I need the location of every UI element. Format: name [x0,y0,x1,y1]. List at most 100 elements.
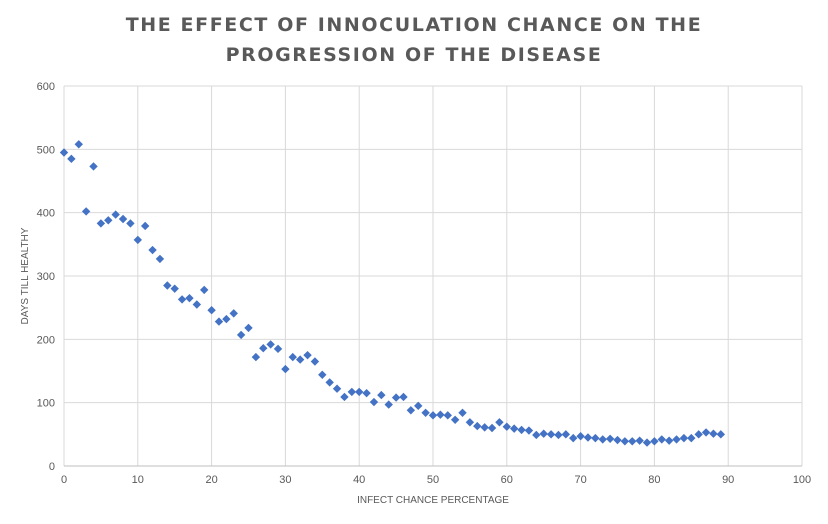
data-point [458,408,467,417]
data-point [369,397,379,407]
data-point [74,140,83,149]
data-point [192,300,202,309]
x-tick-label: 90 [722,474,734,486]
data-point [236,330,246,340]
data-point [399,392,408,402]
data-point [554,430,563,440]
x-tick-label: 70 [574,474,586,486]
data-point [524,426,534,435]
data-point [163,281,172,290]
data-point [428,411,438,420]
data-point [532,430,541,440]
y-tick-label: 500 [37,144,55,156]
y-tick-label: 600 [37,81,55,93]
data-point [436,410,445,419]
data-point [480,423,489,432]
y-tick-label: 0 [49,461,55,473]
x-tick-label: 50 [427,474,439,486]
data-point [509,424,519,433]
data-point [687,433,696,443]
data-point [347,387,357,397]
data-point [628,437,637,446]
data-point [421,408,430,417]
x-tick-label: 20 [205,474,217,486]
y-tick-label: 300 [37,271,55,283]
data-point [539,429,548,438]
data-point [244,323,253,333]
data-point [450,415,460,424]
data-point [273,344,283,354]
x-tick-label: 60 [501,474,513,486]
data-point [391,393,401,402]
data-point [569,433,578,443]
y-tick-label: 200 [37,334,55,346]
data-point [59,148,69,157]
data-point [709,429,718,438]
data-point [473,421,482,431]
data-point [222,314,231,324]
data-point [340,392,349,402]
data-point [133,235,142,245]
data-point [295,355,305,364]
data-point [81,207,91,216]
data-point [200,285,209,295]
data-point [598,435,607,444]
data-point [384,400,393,409]
data-point [251,352,261,362]
data-point [170,284,179,293]
data-point [89,162,98,171]
data-point [325,378,334,387]
x-axis-title: INFECT CHANCE PERCENTAGE [357,495,509,506]
data-point [716,430,726,439]
data-point [642,438,652,447]
y-tick-label: 400 [37,208,55,220]
data-point [67,154,76,164]
data-point [377,390,386,400]
data-point [635,436,644,445]
data-point [613,435,622,445]
data-point [650,437,659,446]
x-tick-label: 40 [353,474,365,486]
data-point [318,370,327,379]
data-point [517,425,526,435]
data-point [177,295,187,304]
data-point [362,388,371,398]
data-point [96,219,106,228]
data-point [332,384,342,393]
data-point [591,433,600,443]
data-point [266,340,275,349]
data-point [406,406,416,415]
data-point [583,433,593,442]
data-point [487,423,497,433]
data-point [185,293,194,303]
chart-title-line-2: PROGRESSION OF THE DISEASE [225,44,603,66]
data-point [155,254,165,264]
data-point [111,210,120,219]
chart-title-line-1: THE EFFECT OF INNOCULATION CHANCE ON THE [125,14,703,36]
y-tick-label: 100 [37,398,55,410]
data-point [443,411,452,420]
data-point [104,216,113,225]
data-point [118,214,128,224]
x-tick-label: 30 [279,474,291,486]
data-point [303,350,312,360]
data-point [148,245,157,255]
data-point [694,430,703,439]
data-point [259,344,268,353]
data-point [214,317,224,326]
data-point [605,434,615,443]
data-point [561,430,571,439]
x-tick-label: 80 [648,474,660,486]
data-point [576,432,585,441]
data-point [664,436,674,445]
data-point [140,221,150,231]
data-point [657,435,666,444]
y-axis-title: DAYS TILL HEALTHY [20,227,31,324]
data-point [679,433,689,443]
data-point [207,306,216,315]
data-point [620,437,630,446]
data-point [229,309,238,318]
data-point [126,219,135,228]
data-point [701,428,711,437]
